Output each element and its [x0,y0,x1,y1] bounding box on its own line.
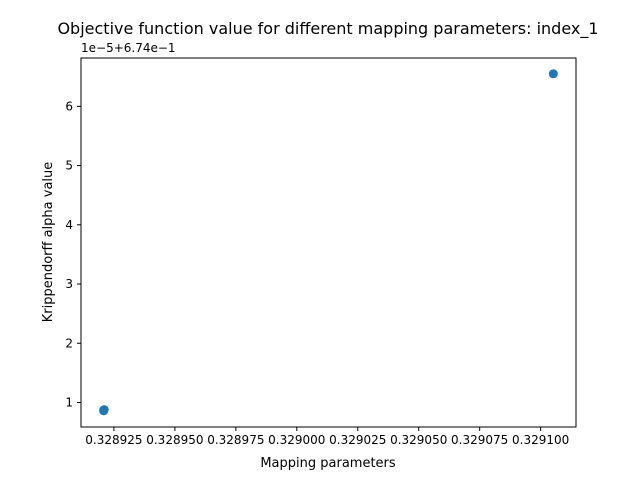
y-tick-label: 1 [65,395,73,409]
y-tick-label: 2 [65,336,73,350]
x-tick-label: 0.329025 [329,433,386,447]
y-axis-ticks: 1 2 3 4 5 6 [65,99,81,409]
plot-area-frame [80,57,577,428]
x-axis-ticks: 0.328925 0.328950 0.328975 0.329000 0.329025… [85,427,569,447]
x-tick-label: 0.328950 [146,433,203,447]
y-tick-label: 3 [65,277,73,291]
y-tick-label: 4 [65,218,73,232]
y-tick-label: 5 [65,159,73,173]
data-points [99,69,558,416]
x-tick-label: 0.329100 [512,433,569,447]
x-axis-label: Mapping parameters [260,456,396,471]
x-tick-label: 0.328925 [85,433,142,447]
x-tick-label: 0.329075 [451,433,508,447]
x-tick-label: 0.329050 [390,433,447,447]
scatter-point [99,405,109,415]
y-tick-label: 6 [65,99,73,113]
x-tick-label: 0.329000 [268,433,325,447]
scatter-point [548,69,558,79]
x-tick-label: 0.328975 [207,433,264,447]
y-axis-label: Krippendorff alpha value [41,162,56,323]
chart-title: Objective function value for different m… [57,19,598,39]
y-axis-offset-text: 1e−5+6.74e−1 [81,41,176,55]
